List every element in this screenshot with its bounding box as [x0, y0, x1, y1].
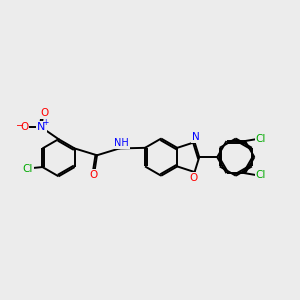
Text: Cl: Cl [255, 170, 266, 180]
Text: NH: NH [114, 138, 129, 148]
Text: O: O [40, 108, 48, 118]
Text: N: N [192, 132, 200, 142]
Text: Cl: Cl [255, 134, 266, 144]
Text: N: N [37, 122, 46, 132]
Text: Cl: Cl [22, 164, 33, 174]
Text: O: O [20, 122, 28, 132]
Text: +: + [43, 118, 49, 127]
Text: −: − [16, 121, 24, 131]
Text: O: O [190, 172, 198, 183]
Text: O: O [89, 170, 98, 180]
